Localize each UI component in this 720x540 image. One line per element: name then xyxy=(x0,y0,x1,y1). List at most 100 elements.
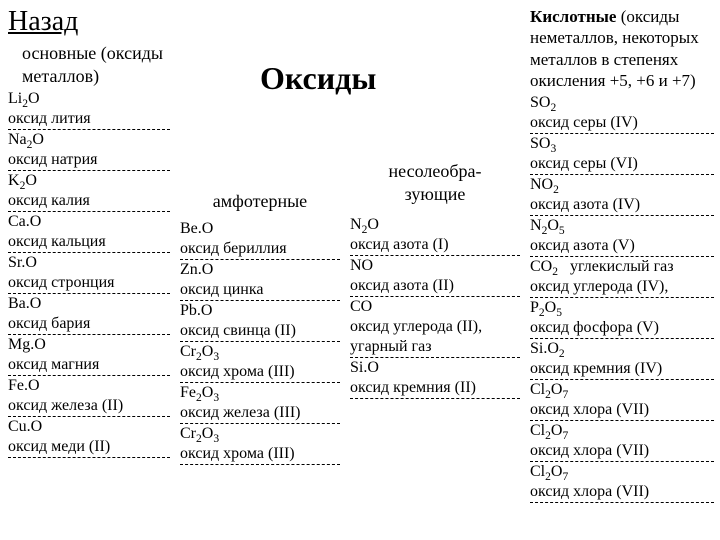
formula: N2O5 xyxy=(530,216,714,236)
list-item: Zn.Oоксид цинка xyxy=(180,260,340,301)
column-basic: основные (оксиды металлов) Li2Oоксид лит… xyxy=(8,42,170,458)
formula: Zn.O xyxy=(180,260,340,280)
compound-name: оксид хлора (VII) xyxy=(530,441,714,461)
compound-name: оксид углерода (IV), xyxy=(530,277,714,297)
formula: Cr2O3 xyxy=(180,342,340,362)
formula: Si.O xyxy=(350,358,520,378)
formula: Fe.O xyxy=(8,376,170,396)
formula: NO2 xyxy=(530,175,714,195)
formula: SO3 xyxy=(530,134,714,154)
list-item: Ca.Oоксид кальция xyxy=(8,212,170,253)
compound-name: оксид кремния (II) xyxy=(350,378,520,398)
formula: Ba.O xyxy=(8,294,170,314)
column-amphoteric-list: Be.Oоксид бериллияZn.Oоксид цинкаPb.Oокс… xyxy=(180,219,340,465)
compound-name: оксид кальция xyxy=(8,232,170,252)
list-item: N2O5оксид азота (V) xyxy=(530,216,714,257)
compound-name: оксид стронция xyxy=(8,273,170,293)
compound-name: оксид цинка xyxy=(180,280,340,300)
compound-name: оксид азота (I) xyxy=(350,235,520,255)
compound-name: оксид натрия xyxy=(8,150,170,170)
list-item: NOоксид азота (II) xyxy=(350,256,520,297)
formula: CO xyxy=(350,297,520,317)
formula: Cu.O xyxy=(8,417,170,437)
list-item: Si.Oоксид кремния (II) xyxy=(350,358,520,399)
formula: N2O xyxy=(350,215,520,235)
compound-name: оксид лития xyxy=(8,109,170,129)
list-item: COоксид углерода (II), угарный газ xyxy=(350,297,520,358)
formula: Fe2O3 xyxy=(180,383,340,403)
formula: Si.O2 xyxy=(530,339,714,359)
compound-name: оксид фосфора (V) xyxy=(530,318,714,338)
list-item: Cl2O7оксид хлора (VII) xyxy=(530,462,714,503)
formula: Cl2O7 xyxy=(530,421,714,441)
column-acidic: Кислотные (оксиды неметаллов, некоторых … xyxy=(530,6,714,503)
page-title: Оксиды xyxy=(260,60,376,97)
back-link[interactable]: Назад xyxy=(8,6,78,38)
list-item: Be.Oоксид бериллия xyxy=(180,219,340,260)
compound-name: оксид бария xyxy=(8,314,170,334)
formula: Pb.O xyxy=(180,301,340,321)
list-item: Ba.Oоксид бария xyxy=(8,294,170,335)
compound-name: оксид железа (II) xyxy=(8,396,170,416)
acidic-header-bold: Кислотные xyxy=(530,7,616,26)
compound-name: оксид углерода (II), угарный газ xyxy=(350,317,520,357)
compound-name: оксид кремния (IV) xyxy=(530,359,714,379)
list-item: Na2Oоксид натрия xyxy=(8,130,170,171)
compound-name: оксид бериллия xyxy=(180,239,340,259)
list-item: NO2оксид азота (IV) xyxy=(530,175,714,216)
compound-name: оксид железа (III) xyxy=(180,403,340,423)
list-item: Si.O2оксид кремния (IV) xyxy=(530,339,714,380)
compound-name: оксид хлора (VII) xyxy=(530,400,714,420)
compound-name: оксид калия xyxy=(8,191,170,211)
column-nonsalt: несолеобра-зующие N2Oоксид азота (I)NOок… xyxy=(350,160,520,399)
column-nonsalt-list: N2Oоксид азота (I)NOоксид азота (II)COок… xyxy=(350,215,520,399)
list-item: Sr.Oоксид стронция xyxy=(8,253,170,294)
compound-name: оксид серы (VI) xyxy=(530,154,714,174)
column-amphoteric-header: амфотерные xyxy=(180,190,340,213)
compound-name: оксид азота (V) xyxy=(530,236,714,256)
list-item: CO2 углекислый газоксид углерода (IV), xyxy=(530,257,714,298)
compound-name: оксид хрома (III) xyxy=(180,362,340,382)
compound-name: оксид хрома (III) xyxy=(180,444,340,464)
formula: Mg.O xyxy=(8,335,170,355)
list-item: Cr2O3оксид хрома (III) xyxy=(180,424,340,465)
list-item: Cr2O3оксид хрома (III) xyxy=(180,342,340,383)
column-amphoteric: амфотерные Be.Oоксид бериллияZn.Oоксид ц… xyxy=(180,190,340,465)
list-item: Cl2O7оксид хлора (VII) xyxy=(530,421,714,462)
formula: Cl2O7 xyxy=(530,462,714,482)
list-item: Pb.Oоксид свинца (II) xyxy=(180,301,340,342)
compound-name: оксид азота (IV) xyxy=(530,195,714,215)
compound-name: оксид свинца (II) xyxy=(180,321,340,341)
column-basic-header: основные (оксиды металлов) xyxy=(22,42,170,87)
list-item: Li2Oоксид лития xyxy=(8,89,170,130)
list-item: Cl2O7оксид хлора (VII) xyxy=(530,380,714,421)
column-acidic-list: SO2оксид серы (IV)SO3оксид серы (VI)NO2о… xyxy=(530,93,714,503)
column-nonsalt-header: несолеобра-зующие xyxy=(350,160,520,205)
list-item: P2O5оксид фосфора (V) xyxy=(530,298,714,339)
formula: CO2 углекислый газ xyxy=(530,257,714,277)
list-item: SO3оксид серы (VI) xyxy=(530,134,714,175)
column-acidic-header: Кислотные (оксиды неметаллов, некоторых … xyxy=(530,6,714,91)
formula: Sr.O xyxy=(8,253,170,273)
formula: Cl2O7 xyxy=(530,380,714,400)
column-basic-list: Li2Oоксид литияNa2Oоксид натрияK2Oоксид … xyxy=(8,89,170,458)
list-item: Fe.Oоксид железа (II) xyxy=(8,376,170,417)
list-item: N2Oоксид азота (I) xyxy=(350,215,520,256)
compound-name: оксид хлора (VII) xyxy=(530,482,714,502)
compound-name: оксид серы (IV) xyxy=(530,113,714,133)
compound-name: оксид азота (II) xyxy=(350,276,520,296)
compound-name: оксид меди (II) xyxy=(8,437,170,457)
list-item: Mg.Oоксид магния xyxy=(8,335,170,376)
formula: K2O xyxy=(8,171,170,191)
formula: Li2O xyxy=(8,89,170,109)
list-item: Fe2O3оксид железа (III) xyxy=(180,383,340,424)
list-item: SO2оксид серы (IV) xyxy=(530,93,714,134)
formula: P2O5 xyxy=(530,298,714,318)
formula: NO xyxy=(350,256,520,276)
formula: Cr2O3 xyxy=(180,424,340,444)
compound-name: оксид магния xyxy=(8,355,170,375)
list-item: Cu.Oоксид меди (II) xyxy=(8,417,170,458)
formula: Ca.O xyxy=(8,212,170,232)
formula: Na2O xyxy=(8,130,170,150)
list-item: K2Oоксид калия xyxy=(8,171,170,212)
